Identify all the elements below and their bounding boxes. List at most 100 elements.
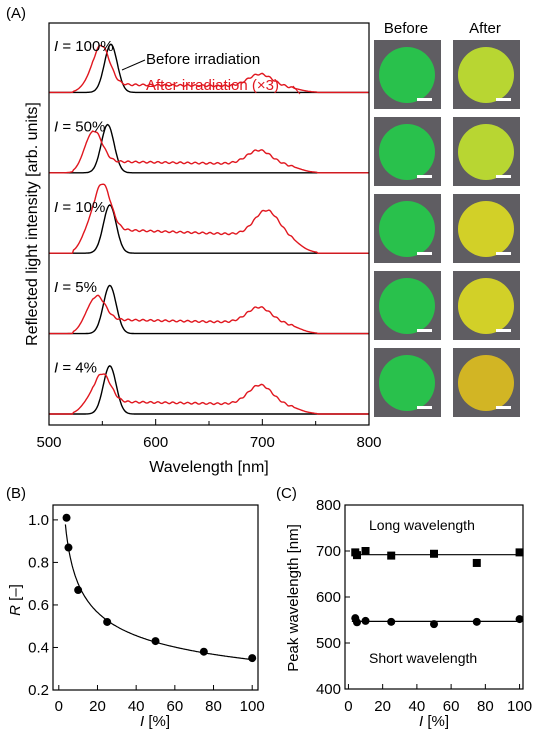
- scale-bar: [417, 329, 432, 332]
- series-label-long: Long wavelength: [369, 517, 475, 533]
- y-tick-label: 0.6: [28, 597, 49, 614]
- data-point-square: [352, 551, 361, 560]
- scale-bar: [496, 98, 511, 101]
- plot-c: 0 20 40 60 80 100 400 500 600 700 800: [316, 497, 532, 715]
- spectra-x-ticks: 500 600 700 800: [36, 419, 382, 451]
- intensity-symbol: I: [54, 360, 58, 377]
- x-tick-label: 0: [344, 698, 352, 715]
- after-spectrum-line: [49, 373, 369, 415]
- y-tick-label: 0.4: [28, 639, 49, 656]
- y-tick-label: 1.0: [28, 512, 49, 529]
- y-tick-label: 400: [316, 681, 341, 698]
- y-tick-label: 800: [316, 497, 341, 514]
- data-point: [248, 654, 257, 663]
- legend-after-leader: [292, 85, 301, 95]
- x-tick-label: 60: [166, 698, 183, 715]
- legend-after: After irradiation (×3): [146, 77, 279, 94]
- y-tick-label: 0.2: [28, 682, 49, 699]
- intensity-symbol: I: [54, 118, 58, 135]
- x-tick-label: 100: [240, 698, 265, 715]
- data-point-square: [387, 551, 396, 560]
- after-spectrum-line: [49, 294, 369, 335]
- intensity-value: = 4%: [58, 360, 97, 377]
- panel-label-c: (C): [276, 485, 297, 502]
- intensity-value: = 100%: [58, 38, 113, 55]
- x-tick-label: 20: [374, 698, 391, 715]
- sample-disc: [379, 47, 435, 103]
- data-point-circle: [515, 615, 524, 624]
- before-spectrum-line: [49, 284, 369, 335]
- intensity-value: = 50%: [58, 118, 105, 135]
- before-spectrum-line: [49, 364, 369, 415]
- scale-bar: [417, 252, 432, 255]
- x-tick-label: 500: [36, 434, 61, 451]
- plot-b: 0 20 40 60 80 100 0.2 0.4 0.6 0.8 1.0: [28, 512, 265, 715]
- data-point: [74, 586, 83, 595]
- x-tick-label: 800: [356, 434, 381, 451]
- x-tick-label: 40: [128, 698, 145, 715]
- plot-c-x-axis-symbol: I: [419, 713, 423, 730]
- data-point-circle: [430, 620, 438, 629]
- data-point-square: [361, 547, 370, 555]
- x-tick-label: 600: [143, 434, 168, 451]
- x-tick-label: 700: [250, 434, 275, 451]
- plot-c-y-axis-label: Peak wavelength [nm]: [285, 524, 302, 672]
- sample-disc: [458, 47, 514, 103]
- data-point-circle: [472, 617, 481, 626]
- plot-c-x-axis-label: I [%]: [419, 713, 449, 730]
- after-spectrum-line: [49, 130, 369, 174]
- before-spectrum-line: [49, 204, 369, 254]
- sample-disc: [379, 355, 435, 411]
- plot-b-x-axis-symbol: I: [140, 713, 144, 730]
- plot-b-y-axis-label: R [–]: [7, 584, 24, 616]
- scale-bar: [417, 406, 432, 409]
- sample-disc: [458, 278, 514, 334]
- series-label-short: Short wavelength: [369, 650, 477, 666]
- x-tick-label: 80: [205, 698, 222, 715]
- data-point-square: [472, 558, 481, 567]
- intensity-value: = 10%: [58, 199, 105, 216]
- intensity-label: I = 4%: [54, 360, 97, 377]
- y-tick-label: 600: [316, 589, 341, 606]
- intensity-value: = 5%: [58, 279, 97, 296]
- x-tick-label: 40: [409, 698, 426, 715]
- intensity-symbol: I: [54, 199, 58, 216]
- x-tick-label: 0: [55, 698, 63, 715]
- sample-disc: [458, 201, 514, 257]
- data-point-square: [430, 549, 438, 558]
- data-point: [199, 647, 208, 656]
- sample-disc: [458, 124, 514, 180]
- photo-header-before: Before: [384, 20, 428, 37]
- plot-b-frame: [52, 504, 259, 691]
- intensity-label: I = 100%: [54, 38, 114, 55]
- intensity-symbol: I: [54, 279, 58, 296]
- sample-photos: [374, 40, 520, 417]
- y-tick-label: 500: [316, 635, 341, 652]
- plot-b-x-axis-label: I [%]: [140, 713, 170, 730]
- sample-disc: [458, 355, 514, 411]
- x-tick-label: 80: [477, 698, 494, 715]
- intensity-label: I = 50%: [54, 118, 105, 135]
- data-point: [103, 617, 112, 626]
- panel-label-b: (B): [6, 485, 26, 502]
- x-tick-label: 100: [507, 698, 532, 715]
- scale-bar: [496, 175, 511, 178]
- x-tick-label: 60: [443, 698, 460, 715]
- intensity-labels: I = 100%I = 50%I = 10%I = 5%I = 4%: [54, 38, 114, 377]
- scale-bar: [417, 98, 432, 101]
- plot-c-x-axis-unit: [%]: [423, 713, 449, 730]
- x-tick-label: 20: [89, 698, 106, 715]
- spectra-x-axis-label: Wavelength [nm]: [149, 459, 268, 476]
- plot-b-x-axis-unit: [%]: [144, 713, 170, 730]
- after-spectrum-line: [49, 183, 369, 254]
- data-point: [64, 543, 73, 552]
- data-point-circle: [361, 616, 370, 625]
- scale-bar: [496, 406, 511, 409]
- plot-b-y-axis-symbol: R: [7, 605, 24, 616]
- data-point-circle: [387, 617, 396, 626]
- spectra-y-axis-label: Reflected light intensity [arb. units]: [24, 102, 41, 346]
- scale-bar: [417, 175, 432, 178]
- after-spectrum-line: [49, 44, 369, 94]
- legend-before-leader: [121, 59, 146, 71]
